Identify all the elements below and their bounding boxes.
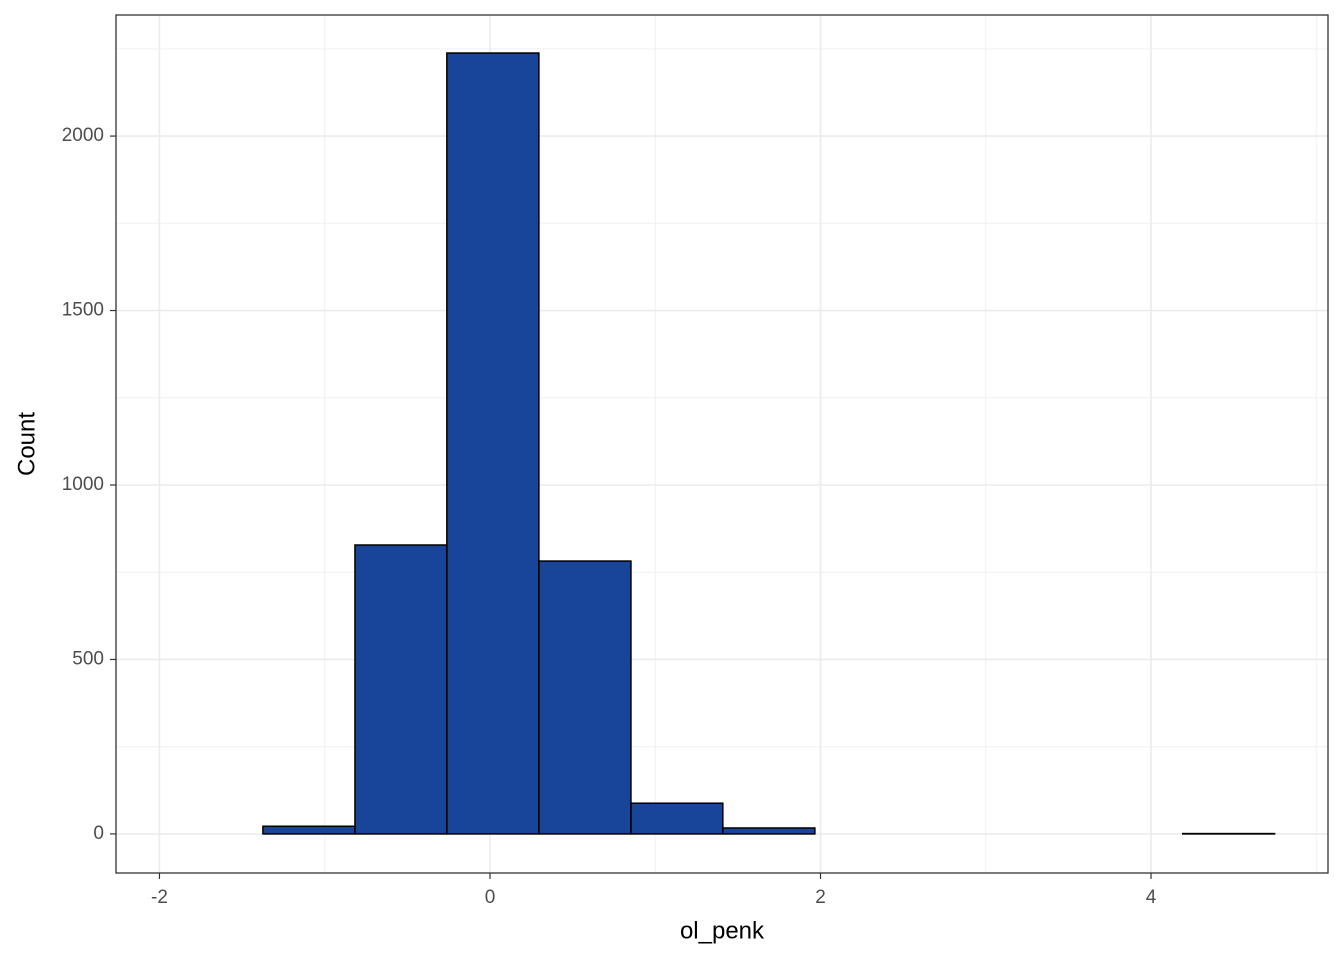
bar: [446, 52, 540, 835]
bar: [722, 827, 816, 835]
panel-background: [116, 15, 1328, 873]
x-tick-label: 4: [1146, 887, 1157, 908]
y-axis-title: Count: [13, 412, 40, 476]
x-axis-title: ol_penk: [680, 917, 765, 944]
bar: [630, 802, 724, 835]
y-tick-label: 0: [93, 823, 104, 844]
y-tick-label: 1500: [62, 300, 104, 321]
x-tick-label: -2: [151, 887, 168, 908]
bar: [538, 560, 632, 835]
x-tick-label: 2: [815, 887, 826, 908]
y-tick-label: 500: [72, 648, 104, 669]
panel-border: [115, 14, 1329, 874]
x-tick-label: 0: [485, 887, 496, 908]
bar: [262, 825, 356, 835]
y-tick-label: 2000: [62, 125, 104, 146]
y-tick-label: 1000: [62, 474, 104, 495]
bar: [354, 544, 448, 835]
